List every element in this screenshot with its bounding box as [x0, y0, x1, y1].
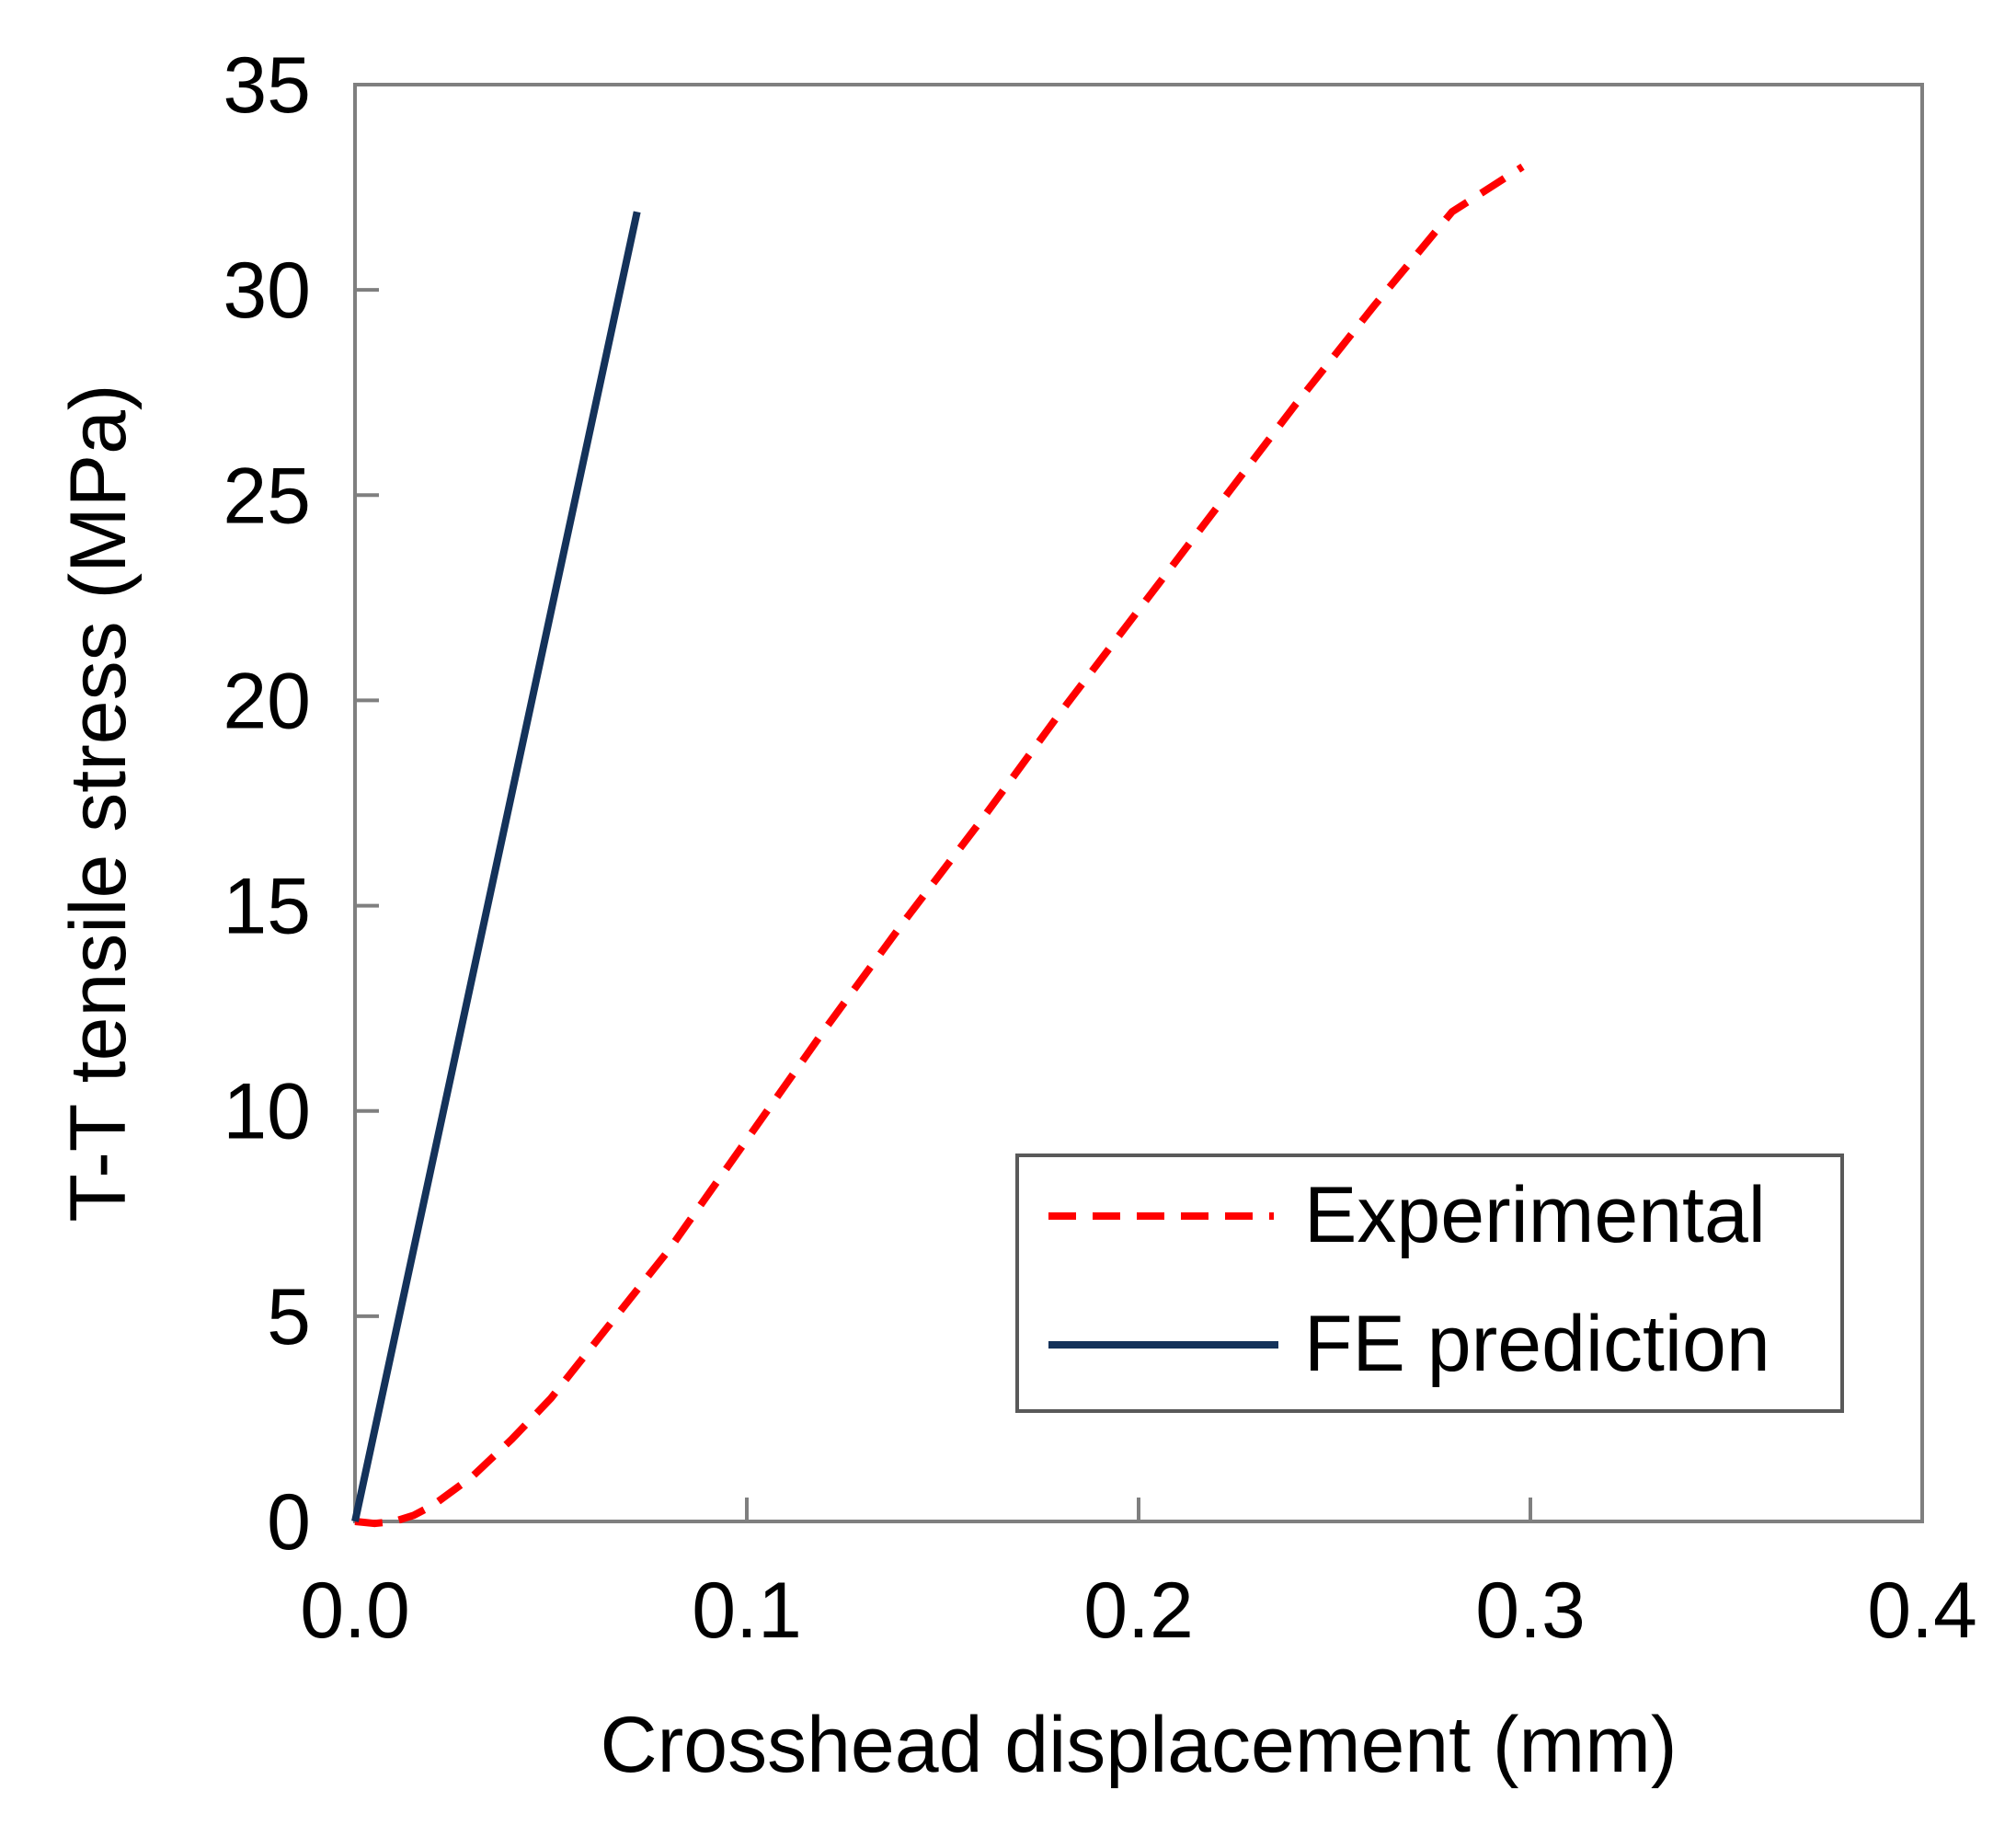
x-tick-label: 0.4	[1867, 1567, 1977, 1655]
y-axis-label: T-T tensile stress (MPa)	[54, 384, 143, 1222]
x-tick-label: 0.1	[692, 1567, 802, 1655]
series-layer	[351, 163, 1525, 1528]
y-tick-label: 10	[223, 1068, 311, 1156]
y-tick-label: 35	[223, 41, 311, 130]
y-tick-label: 20	[223, 657, 311, 745]
y-tick-label: 30	[223, 247, 311, 335]
x-axis-label: Crosshead displacement (mm)	[601, 1701, 1678, 1789]
legend-box	[1015, 1154, 1844, 1413]
legend: Experimental FE prediction	[1015, 1154, 1844, 1413]
y-tick-label: 15	[223, 863, 311, 951]
series-line-experimental	[354, 163, 1525, 1528]
y-tick-label: 25	[223, 452, 311, 540]
x-tick-label: 0.3	[1475, 1567, 1586, 1655]
legend-label-experimental: Experimental	[1304, 1171, 1766, 1259]
legend-label-fe-prediction: FE prediction	[1304, 1300, 1770, 1388]
series-line-fe-prediction	[351, 211, 641, 1522]
y-tick-label: 5	[267, 1273, 311, 1361]
x-tick-label: 0.0	[300, 1567, 410, 1655]
x-ticks: 0.0 0.1 0.2 0.3 0.4	[300, 1498, 1977, 1655]
y-tick-label: 0	[267, 1478, 311, 1567]
x-tick-label: 0.2	[1083, 1567, 1194, 1655]
y-ticks: 0 5 10 15 20 25 30 35	[223, 41, 379, 1567]
